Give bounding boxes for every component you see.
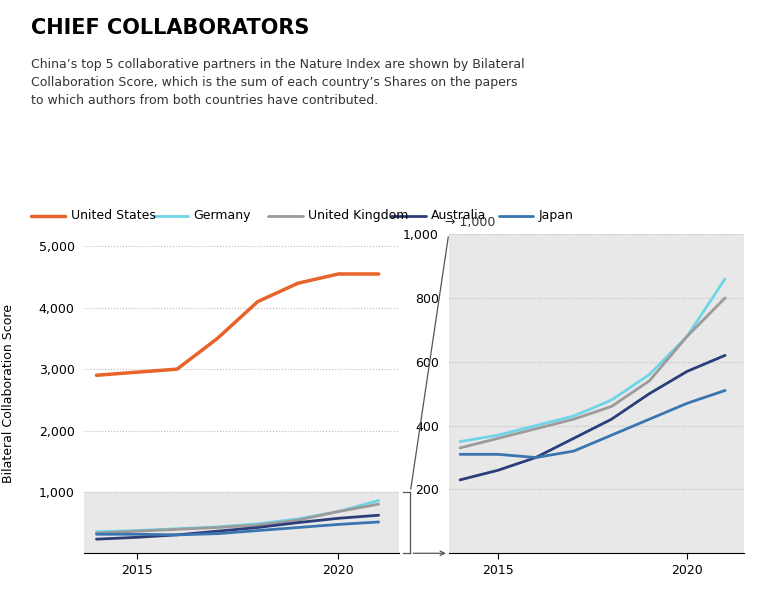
- Text: Germany: Germany: [193, 209, 251, 223]
- Bar: [84, 492, 399, 553]
- Text: CHIEF COLLABORATORS: CHIEF COLLABORATORS: [31, 18, 309, 38]
- Text: China’s top 5 collaborative partners in the Nature Index are shown by Bilateral
: China’s top 5 collaborative partners in …: [31, 58, 525, 107]
- Text: Australia: Australia: [431, 209, 486, 223]
- Text: United Kingdom: United Kingdom: [308, 209, 409, 223]
- Y-axis label: Bilateral Collaboration Score: Bilateral Collaboration Score: [2, 304, 15, 483]
- Text: → 1,000: → 1,000: [445, 216, 495, 229]
- Text: Japan: Japan: [538, 209, 573, 223]
- Text: United States: United States: [71, 209, 156, 223]
